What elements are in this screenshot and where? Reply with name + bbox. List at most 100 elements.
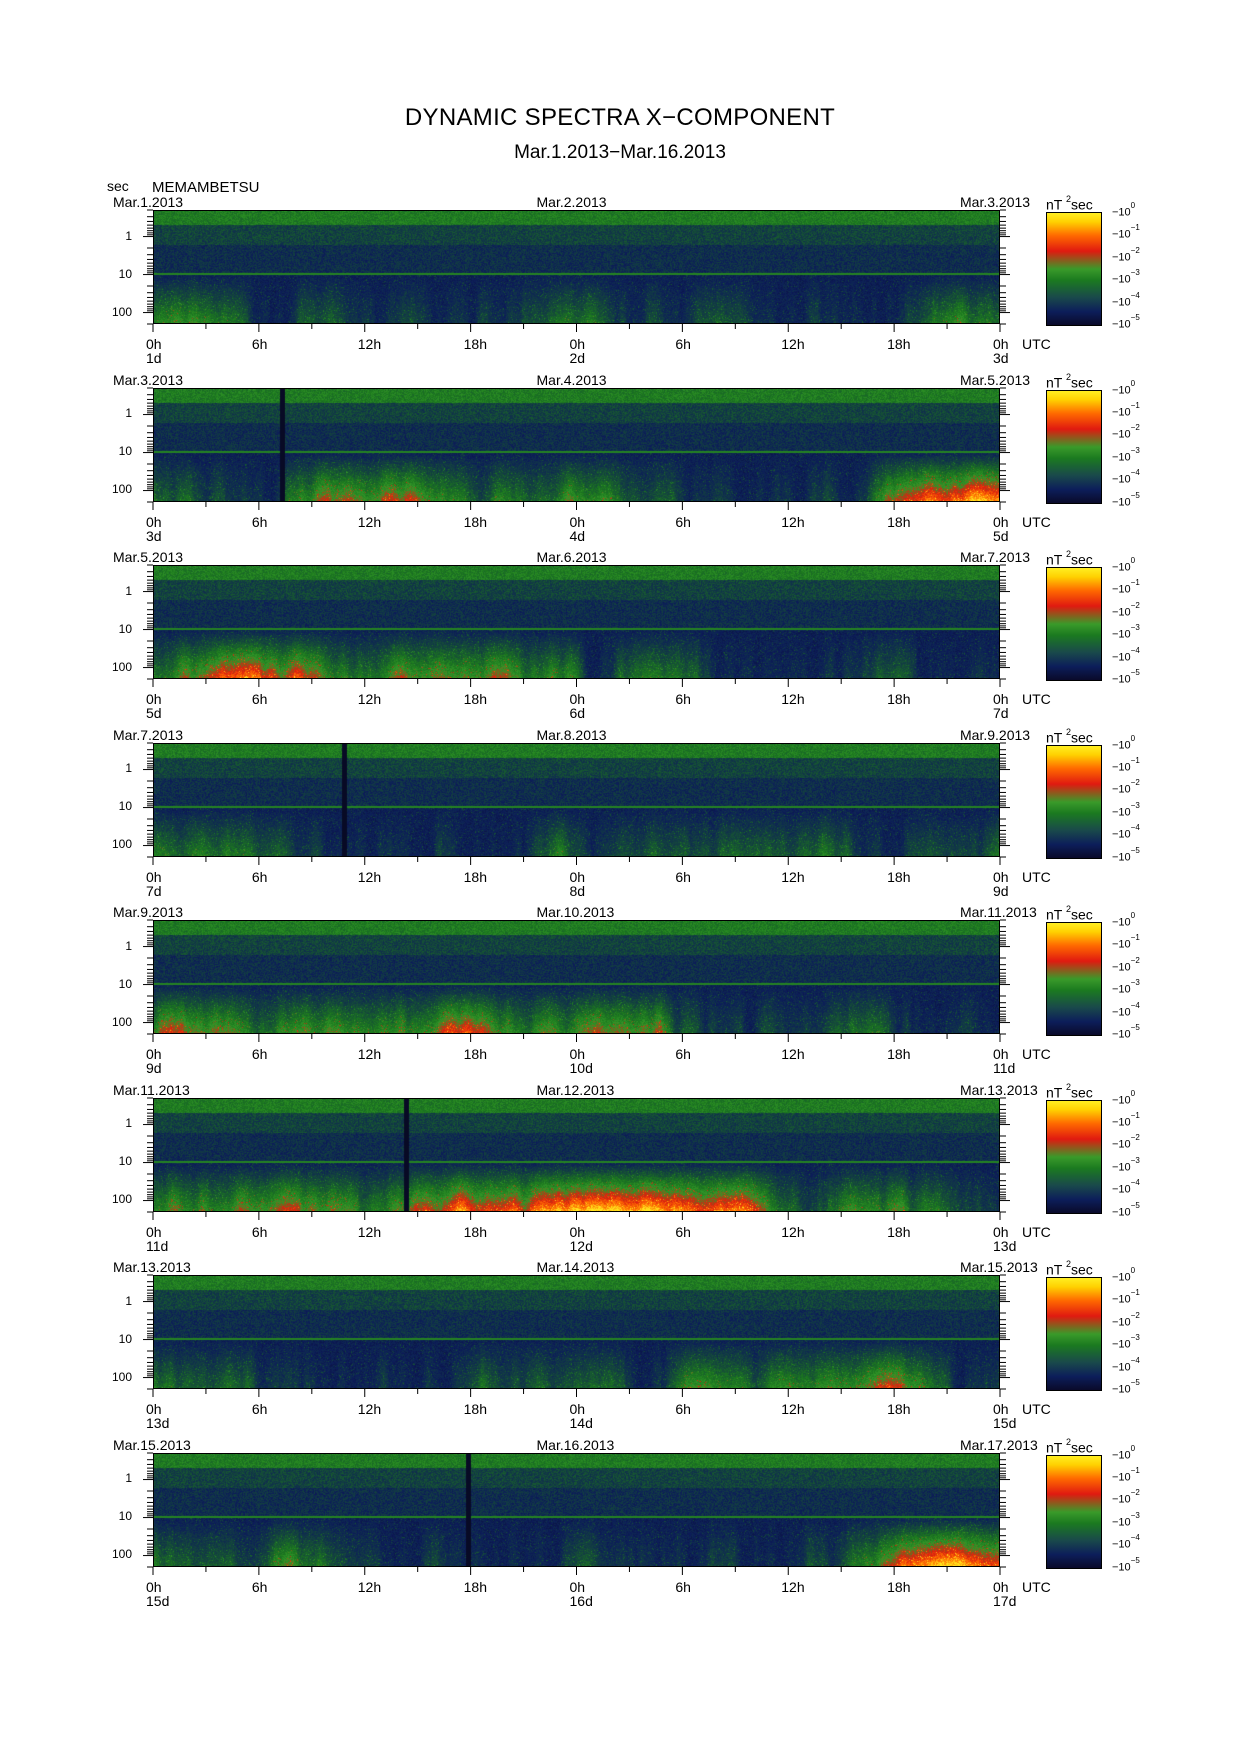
panel-start-date: Mar.11.2013 (113, 1081, 190, 1098)
day-label: 16d (569, 1592, 593, 1609)
panel-mid-date: Mar.12.2013 (536, 1081, 615, 1098)
x-tick-label: 0h (993, 1223, 1009, 1240)
colorbar-label-base: −10 (1112, 939, 1131, 952)
y-tick-label: 10 (118, 266, 132, 281)
panel-start-date: Mar.7.2013 (113, 726, 184, 743)
colorbar-label-base: −10 (1112, 384, 1131, 397)
colorbar-label: −10−2 (1112, 1311, 1140, 1329)
x-tick-label: 6h (675, 1401, 691, 1417)
x-tick-label: 18h (887, 1401, 911, 1417)
colorbar-label: −10−2 (1112, 956, 1140, 974)
x-tick-label: 18h (887, 868, 911, 885)
axis-ticks (143, 387, 1010, 510)
colorbar-label: −10−1 (1112, 755, 1140, 774)
spectra-panel: Mar.15.2013 Mar.16.2013 Mar.17.2013 1 10 100 0… (0, 1437, 1240, 1615)
colorbar-label-base: −10 (1112, 1338, 1131, 1351)
colorbar-label-exp: −3 (1130, 800, 1140, 810)
panel-mid-date: Mar.2.2013 (536, 194, 607, 210)
colorbar-label: −10−2 (1112, 601, 1140, 619)
x-tick-label: 12h (357, 1578, 382, 1595)
colorbar-unit-suffix: sec (1071, 551, 1093, 568)
colorbar-label-base: −10 (1112, 1028, 1131, 1041)
x-tick-label: 12h (781, 336, 805, 352)
x-tick-label: 0h (146, 1401, 162, 1417)
x-tick-label: 18h (463, 868, 487, 885)
spectrogram-image (154, 388, 999, 501)
day-label: 1d (146, 350, 162, 366)
colorbar-label-exp: −2 (1130, 1488, 1140, 1498)
colorbar-label-base: −10 (1112, 1161, 1131, 1174)
colorbar-unit-exp: 2 (1065, 1259, 1071, 1269)
panel-start-date: Mar.9.2013 (113, 904, 184, 920)
colorbar-unit-base: nT (1046, 1084, 1066, 1101)
x-tick-label: 18h (887, 513, 911, 530)
colorbar-unit-exp: 2 (1065, 1081, 1071, 1092)
y-tick-label: 1 (125, 761, 132, 776)
colorbar-label-base: −10 (1112, 1471, 1131, 1484)
x-tick-label: 0h (569, 691, 586, 707)
x-tick-label: 6h (251, 513, 268, 530)
colorbar-label: −10−3 (1112, 623, 1140, 641)
x-tick-label: 12h (357, 1223, 382, 1240)
spectrogram-image (154, 743, 999, 856)
colorbar-label-base: −10 (1112, 1006, 1131, 1019)
colorbar-label-base: −10 (1112, 1383, 1131, 1396)
panel-start-date: Mar.1.2013 (113, 194, 184, 210)
x-tick-label: 0h (569, 1046, 586, 1062)
colorbar (1046, 1099, 1102, 1214)
colorbar-label-exp: 0 (1130, 1443, 1136, 1453)
spectra-panel: Mar.11.2013 Mar.12.2013 Mar.13.2013 1 10 100 0… (0, 1082, 1240, 1260)
panel-mid-date: Mar.6.2013 (536, 549, 607, 565)
x-tick-label: 12h (357, 1046, 382, 1062)
colorbar-label: −10−3 (1112, 1333, 1140, 1351)
x-tick-label: 18h (463, 513, 487, 530)
colorbar-label-exp: −4 (1130, 1178, 1140, 1188)
colorbar-label-base: −10 (1112, 828, 1131, 841)
panel-mid-date: Mar.14.2013 (536, 1259, 615, 1275)
colorbar-label-exp: −5 (1130, 668, 1140, 677)
x-tick-label: 18h (463, 336, 487, 352)
colorbar-label-base: −10 (1112, 1294, 1131, 1307)
colorbar-unit-suffix: sec (1071, 196, 1093, 213)
colorbar-label-base: −10 (1112, 783, 1131, 796)
y-tick-label: 1 (125, 228, 132, 243)
colorbar-label-exp: −1 (1130, 1288, 1140, 1298)
day-label: 6d (569, 705, 586, 721)
x-tick-label: 0h (569, 1578, 586, 1595)
colorbar-label-base: −10 (1112, 273, 1131, 286)
colorbar-label-exp: −1 (1130, 755, 1140, 765)
day-label: 9d (993, 882, 1009, 899)
day-label: 4d (569, 527, 586, 544)
panel-start-date: Mar.5.2013 (113, 549, 184, 565)
colorbar-label-base: −10 (1112, 851, 1131, 864)
y-tick-label: 10 (118, 1509, 132, 1524)
y-axis-unit: sec (107, 178, 129, 194)
colorbar-label: −10−3 (1112, 446, 1140, 464)
y-tick-label: 10 (118, 621, 132, 636)
x-tick-label: 0h (993, 1046, 1009, 1062)
colorbar-unit-suffix: sec (1071, 906, 1093, 923)
axis-ticks (143, 919, 1010, 1042)
y-tick-label: 100 (111, 304, 132, 319)
x-tick-label: 18h (463, 1578, 487, 1595)
colorbar-label-exp: −4 (1130, 1000, 1140, 1010)
colorbar-unit-base: nT (1046, 1261, 1066, 1278)
colorbar (1046, 567, 1102, 681)
colorbar (1046, 1454, 1102, 1569)
colorbar-label-exp: −5 (1130, 845, 1140, 855)
x-tick-label: 0h (146, 691, 162, 707)
colorbar-label-exp: −1 (1130, 1465, 1140, 1475)
colorbar-label: −10−5 (1112, 1378, 1140, 1396)
chart-title: DYNAMIC SPECTRA X−COMPONENT (404, 104, 836, 131)
colorbar-label-base: −10 (1112, 739, 1131, 752)
colorbar-label-base: −10 (1112, 496, 1131, 509)
x-tick-label: 12h (357, 1401, 382, 1417)
colorbar-label: −10−1 (1112, 401, 1140, 419)
colorbar-label: −100 (1112, 1266, 1135, 1284)
spectrogram-image (154, 1098, 999, 1211)
colorbar-label: −10−2 (1112, 1488, 1140, 1506)
x-tick-label: 18h (887, 1578, 911, 1595)
colorbar-label: −10−1 (1112, 933, 1140, 952)
colorbar-unit-suffix: sec (1071, 374, 1093, 391)
day-label: 5d (993, 527, 1009, 544)
